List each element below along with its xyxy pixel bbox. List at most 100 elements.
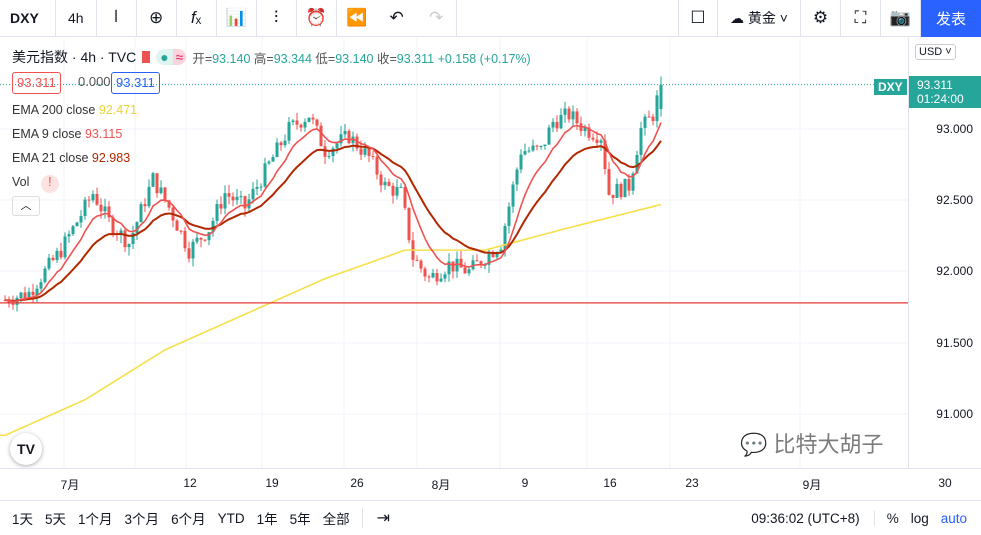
collapse-legend-button[interactable]: ︿ xyxy=(12,196,40,216)
candle xyxy=(427,276,431,278)
candles-icon[interactable]: 𝍩 xyxy=(97,0,137,37)
auto-toggle[interactable]: auto xyxy=(940,510,967,526)
candle xyxy=(227,193,231,197)
candle xyxy=(47,257,51,269)
candle xyxy=(167,200,171,208)
warning-icon[interactable]: ! xyxy=(40,175,59,193)
candle xyxy=(575,111,579,124)
range-6m[interactable]: 6个月 xyxy=(171,512,206,527)
currency-dropdown[interactable]: USD ˅ xyxy=(915,44,956,60)
ema21-legend[interactable]: EMA 21 close 92.983 xyxy=(12,151,131,165)
candle xyxy=(327,156,331,158)
range-1m[interactable]: 1个月 xyxy=(78,512,113,527)
candle xyxy=(211,220,215,233)
alert-clock-icon[interactable]: ⏰ xyxy=(297,0,337,37)
candle xyxy=(275,142,279,158)
candle xyxy=(515,169,519,185)
time-label: 12 xyxy=(183,476,197,490)
range-1d[interactable]: 1天 xyxy=(12,512,34,527)
candle xyxy=(407,207,411,241)
undo-icon[interactable]: ↶ xyxy=(389,8,404,27)
time-label: 30 xyxy=(938,476,952,490)
candle xyxy=(179,230,183,232)
log-toggle[interactable]: log xyxy=(910,510,929,526)
candle xyxy=(287,122,291,141)
ema200-legend[interactable]: EMA 200 close 92.471 xyxy=(12,103,138,117)
compare-plus-icon[interactable]: ⊕ xyxy=(137,0,177,37)
candle xyxy=(479,261,483,266)
replay-icon[interactable]: ⏪ xyxy=(346,8,368,27)
redo-icon[interactable]: ↷ xyxy=(417,0,457,37)
clock[interactable]: 09:36:02 (UTC+8) xyxy=(751,510,860,526)
range-5y[interactable]: 5年 xyxy=(289,512,311,527)
chart-chart-icon[interactable]: ⫶ xyxy=(257,0,297,37)
bottom-toolbar: 1天 5天 1个月 3个月 6个月 YTD 1年 5年 全部 ⇥ 09:36:0… xyxy=(0,500,981,535)
candle xyxy=(447,261,451,275)
candle xyxy=(547,127,551,145)
tradingview-logo[interactable]: TV xyxy=(10,433,42,465)
candle xyxy=(559,114,563,129)
vol-legend[interactable]: Vol ! xyxy=(12,175,59,193)
settings-gear-icon[interactable]: ⚙ xyxy=(801,0,841,37)
candle xyxy=(531,145,535,151)
candle xyxy=(659,84,663,110)
candle xyxy=(79,216,83,223)
candle xyxy=(631,173,635,191)
candle xyxy=(259,186,263,188)
camera-icon[interactable]: 📷 xyxy=(881,0,921,37)
last-price-tag: 93.311 01:24:00 xyxy=(909,76,981,108)
candle xyxy=(231,196,235,201)
publish-button[interactable]: 发表 xyxy=(921,0,981,37)
candle xyxy=(31,291,35,296)
goto-date-icon[interactable]: ⇥ xyxy=(361,508,390,528)
ema200-line xyxy=(0,203,662,437)
range-all[interactable]: 全部 xyxy=(322,512,350,527)
theme-dropdown[interactable]: ☁ 黄金 ˅ xyxy=(718,0,801,37)
candle xyxy=(191,241,195,259)
candle xyxy=(39,282,43,289)
market-status-icon[interactable]: ● xyxy=(156,49,173,65)
ema9-legend[interactable]: EMA 9 close 93.115 xyxy=(12,127,123,141)
theme-label: 黄金 xyxy=(747,10,776,26)
symbol-search[interactable]: DXY xyxy=(0,0,56,37)
candle xyxy=(567,108,571,120)
candle xyxy=(55,250,59,261)
time-label: 9月 xyxy=(802,478,822,492)
candle xyxy=(307,117,311,122)
candle xyxy=(363,148,367,155)
candle xyxy=(655,95,659,122)
candle xyxy=(463,267,467,274)
fullscreen-icon[interactable]: ⛶ xyxy=(841,0,881,37)
candle xyxy=(435,273,439,282)
price-axis[interactable]: USD ˅ 93.000 92.500 92.000 91.500 91.000… xyxy=(908,38,981,468)
candle xyxy=(543,144,547,146)
price-label: 92.000 xyxy=(936,264,973,278)
templates-icon[interactable]: 📊 xyxy=(217,0,257,37)
candle xyxy=(347,130,351,144)
candle xyxy=(475,260,479,262)
candle xyxy=(95,193,99,205)
candle xyxy=(379,174,383,186)
range-ytd[interactable]: YTD xyxy=(217,510,245,526)
flag-icon[interactable] xyxy=(142,51,151,63)
candle xyxy=(391,185,395,196)
candle xyxy=(19,292,23,298)
delayed-icon[interactable]: ≈ xyxy=(172,49,187,65)
candle xyxy=(59,250,63,258)
candle xyxy=(199,237,203,240)
percent-toggle[interactable]: % xyxy=(873,510,899,526)
candle xyxy=(107,206,111,218)
buy-price-button[interactable]: 93.311 xyxy=(111,72,160,94)
range-5d[interactable]: 5天 xyxy=(45,512,67,527)
range-1y[interactable]: 1年 xyxy=(256,512,278,527)
layout-icon[interactable]: ☐ xyxy=(678,0,719,37)
candle xyxy=(23,292,27,299)
candle xyxy=(403,186,407,208)
candle xyxy=(503,225,507,250)
interval-button[interactable]: 4h xyxy=(56,0,97,37)
range-3m[interactable]: 3个月 xyxy=(124,512,160,527)
price-label: 91.500 xyxy=(936,336,973,350)
sell-price-button[interactable]: 93.311 xyxy=(12,72,61,94)
price-chart[interactable] xyxy=(0,38,908,468)
